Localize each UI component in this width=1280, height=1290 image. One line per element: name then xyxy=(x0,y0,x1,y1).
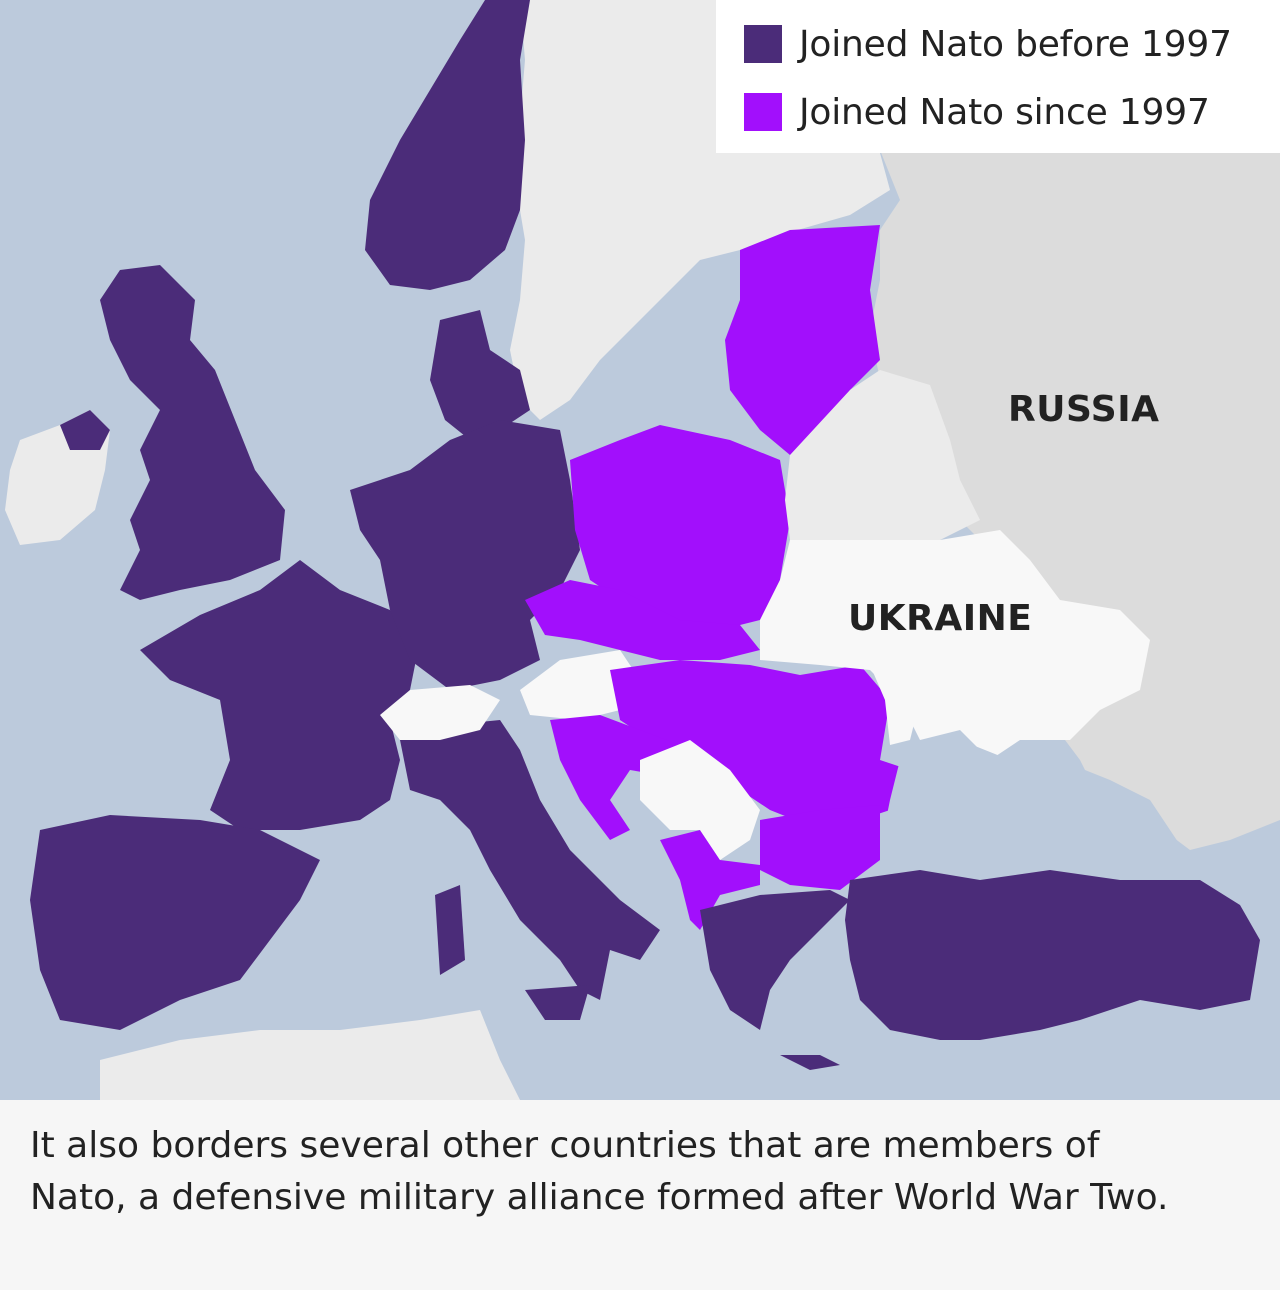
iberia xyxy=(30,815,320,1030)
sardinia xyxy=(435,885,465,975)
slovenia-croatia xyxy=(550,715,680,840)
czechia-slovakia xyxy=(525,580,760,660)
germany xyxy=(350,420,580,690)
belarus xyxy=(785,370,980,540)
denmark xyxy=(430,310,530,440)
sicily xyxy=(525,985,590,1020)
legend-swatch-since-1997 xyxy=(744,93,782,131)
switzerland xyxy=(380,685,500,740)
legend-item-before-1997: Joined Nato before 1997 xyxy=(744,23,1232,65)
baltics xyxy=(725,225,880,455)
bulgaria xyxy=(760,805,880,890)
legend-swatch-before-1997 xyxy=(744,25,782,63)
norway xyxy=(365,0,530,290)
north-africa xyxy=(100,1010,520,1100)
black-sea xyxy=(880,740,1190,880)
austria xyxy=(520,650,640,720)
poland xyxy=(570,425,790,630)
legend-item-since-1997: Joined Nato since 1997 xyxy=(744,91,1210,133)
turkey xyxy=(845,870,1260,1040)
caption: It also borders several other countries … xyxy=(0,1100,1280,1290)
united-kingdom xyxy=(100,265,285,600)
scandinavia-region xyxy=(510,0,890,420)
caption-text: It also borders several other countries … xyxy=(30,1125,1169,1218)
montenegro-albania-macedonia xyxy=(660,830,760,930)
france xyxy=(140,560,420,830)
legend-label-since-1997: Joined Nato since 1997 xyxy=(799,91,1210,133)
legend: Joined Nato before 1997 Joined Nato sinc… xyxy=(716,0,1280,153)
label-russia: RUSSIA xyxy=(1008,389,1160,430)
label-ukraine: UKRAINE xyxy=(848,598,1033,639)
russia-region xyxy=(870,150,1280,850)
ukraine xyxy=(760,530,1150,760)
northern-ireland xyxy=(60,410,110,450)
moldova xyxy=(870,665,920,745)
italy xyxy=(400,720,660,1000)
greece xyxy=(700,890,850,1030)
western-balkans xyxy=(640,740,760,860)
hungary-romania xyxy=(610,660,910,830)
map: RUSSIA UKRAINE Joined Nato before 1997 J… xyxy=(0,0,1280,1100)
legend-label-before-1997: Joined Nato before 1997 xyxy=(799,23,1232,65)
crete xyxy=(780,1055,840,1070)
